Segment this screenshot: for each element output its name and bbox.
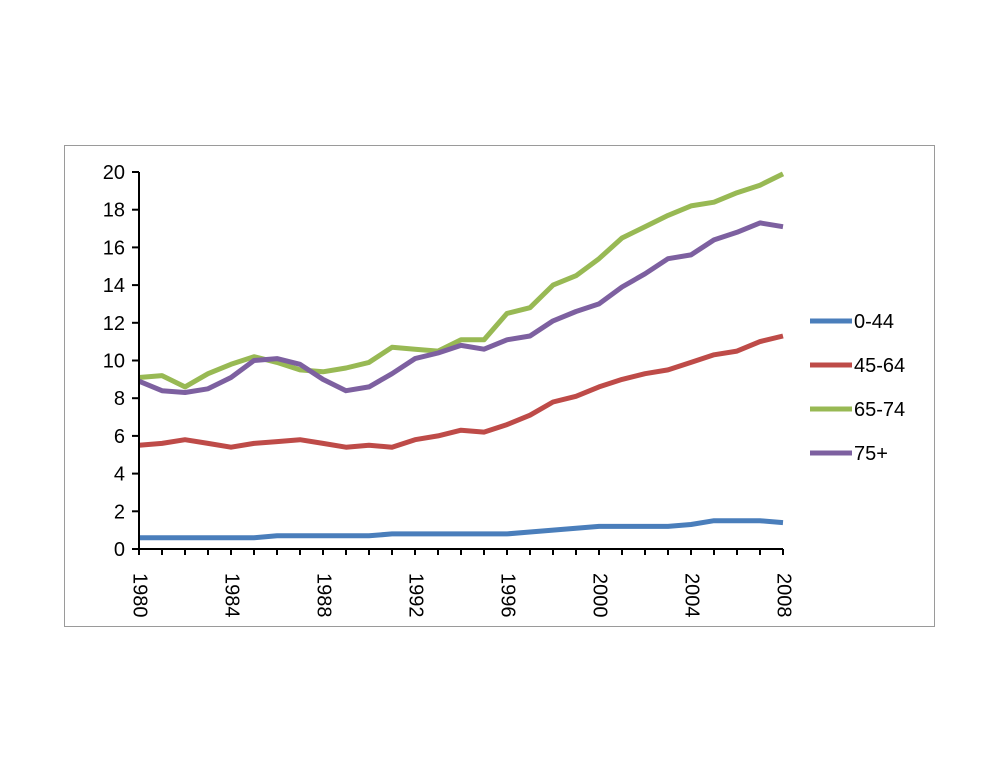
y-tick-label: 0 (114, 539, 125, 561)
x-tick-label: 2004 (681, 573, 703, 618)
x-tick-label: 1984 (221, 573, 243, 618)
legend-label: 0-44 (854, 311, 894, 333)
x-tick-label: 1980 (129, 573, 151, 618)
legend: 0-44 45-64 65-74 75+ (810, 311, 905, 465)
y-tick-label: 4 (114, 464, 125, 486)
x-tick-label: 2000 (589, 573, 611, 618)
series-line-0-44 (139, 518, 784, 541)
series-lines (138, 171, 785, 541)
legend-label: 65-74 (854, 399, 905, 421)
y-tick-label: 10 (103, 351, 125, 373)
axes (132, 171, 784, 555)
y-tick-label: 18 (103, 200, 125, 222)
x-tick-label: 1988 (313, 573, 335, 618)
series-line-45-64 (138, 333, 784, 450)
y-tick-label: 16 (103, 237, 125, 259)
series-line-65-74 (138, 171, 785, 390)
legend-label: 75+ (854, 443, 888, 465)
y-tick-label: 14 (103, 275, 125, 297)
y-tick-label: 12 (103, 313, 125, 335)
y-tick-label: 20 (103, 162, 125, 184)
x-tick-label: 1992 (405, 573, 427, 618)
tick-labels: 0 2 4 6 8 10 12 14 16 18 20 1980 1984 1988 1992 1996 200… (103, 162, 795, 618)
series-line-75+ (138, 220, 784, 395)
y-tick-label: 2 (114, 501, 125, 523)
y-tick-label: 6 (114, 426, 125, 448)
legend-label: 45-64 (854, 355, 905, 377)
x-tick-label: 1996 (497, 573, 519, 618)
x-tick-label: 2008 (773, 573, 795, 618)
y-tick-label: 8 (114, 388, 125, 410)
